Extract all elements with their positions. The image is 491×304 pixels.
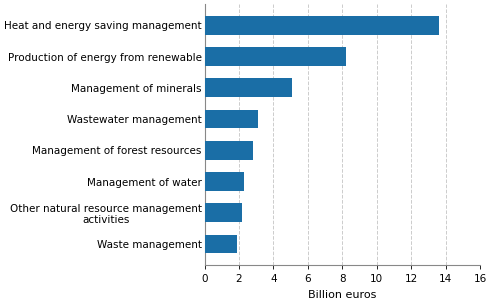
Bar [205,203,243,222]
Bar [205,78,293,97]
Bar [205,110,258,129]
Bar [205,172,244,191]
Bar [205,141,253,160]
Bar [205,16,439,35]
Bar [205,235,237,253]
X-axis label: Billion euros: Billion euros [308,290,377,300]
Bar [205,47,346,66]
